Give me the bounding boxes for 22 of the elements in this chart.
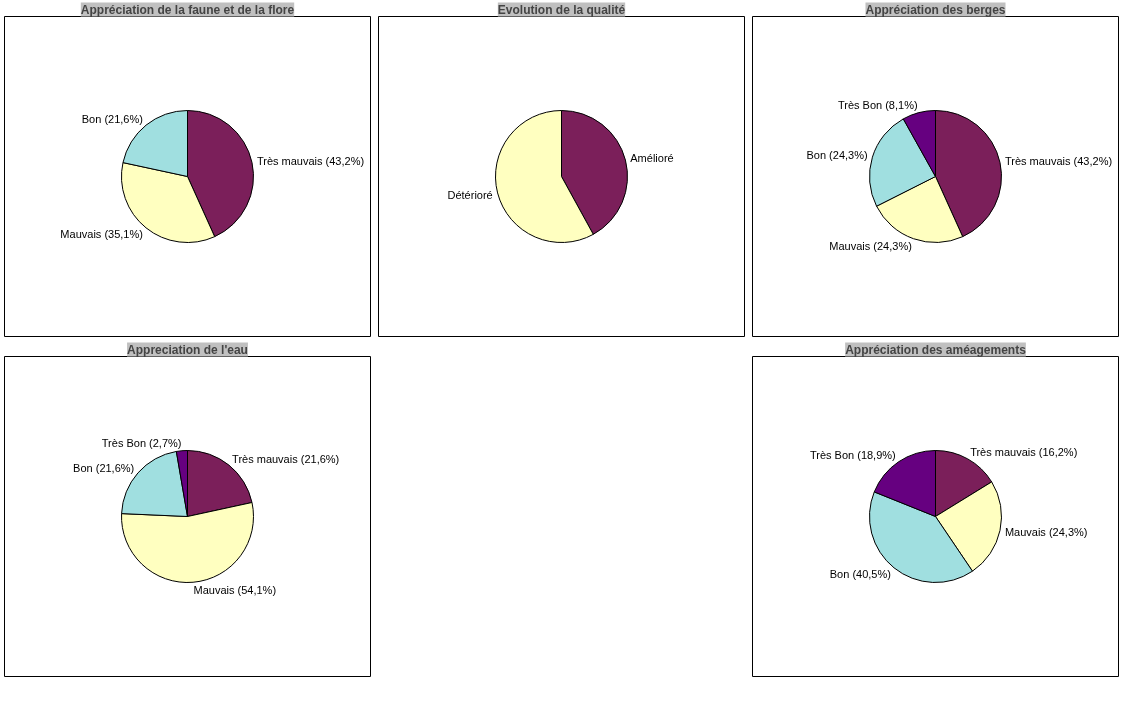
slice-label: Très mauvais (21,6%) <box>232 452 340 465</box>
slice-label: Bon (40,5%) <box>829 568 891 581</box>
slice-label: Très Bon (18,9%) <box>809 449 896 462</box>
chart-title: Appréciation des améagements <box>845 342 1027 357</box>
chart-title: Appréciation des berges <box>865 2 1006 17</box>
chart-title: Appreciation de l'eau <box>127 342 248 357</box>
slice-label: Très mauvais (43,2%) <box>256 154 365 167</box>
slice-label: Mauvais (24,3%) <box>829 240 912 253</box>
slice-label: Détérioré <box>447 188 493 201</box>
slice-label: Mauvais (54,1%) <box>193 584 277 597</box>
chart-title: Appréciation de la faune et de la flore <box>80 2 295 17</box>
chart-title: Evolution de la qualité <box>497 2 626 17</box>
slice-label: Très mauvais (43,2%) <box>1004 154 1113 167</box>
slice-label: Bon (21,6%) <box>81 112 143 125</box>
slice-label: Mauvais (24,3%) <box>1004 526 1088 539</box>
slice-label: Amélioré <box>630 152 674 165</box>
slice-label: Bon (24,3%) <box>806 148 868 161</box>
slice-label: Bon (21,6%) <box>73 461 135 474</box>
slice-label: Très Bon (2,7%) <box>101 436 182 449</box>
slice-label: Très mauvais (16,2%) <box>970 445 1078 458</box>
slice-label: Mauvais (35,1%) <box>60 228 143 241</box>
slice-label: Très Bon (8,1%) <box>837 98 918 111</box>
